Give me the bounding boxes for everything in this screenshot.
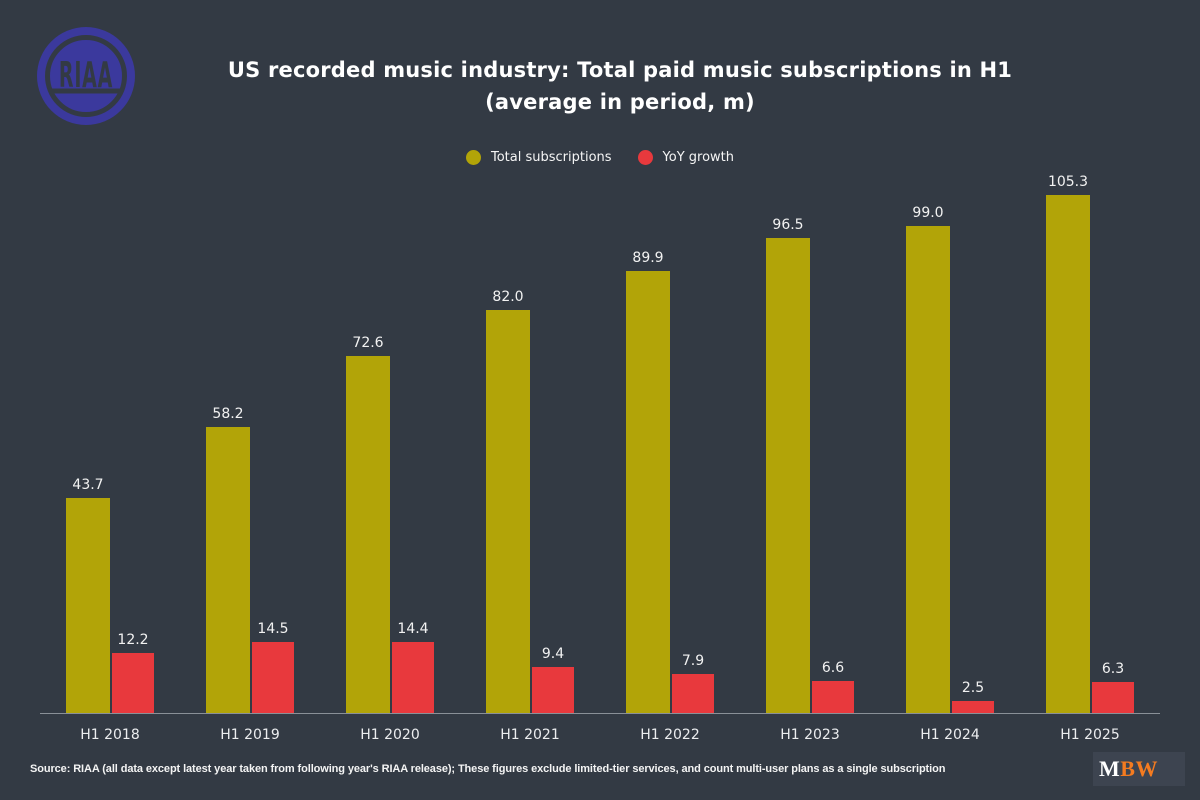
bar-group: 96.5 6.6 H1 2023 (740, 172, 880, 743)
bar-group: 43.7 12.2 H1 2018 (40, 172, 180, 743)
yoy-growth-bar: 7.9 (672, 653, 714, 713)
bar-group: 58.2 14.5 H1 2019 (180, 172, 320, 743)
legend-item-yoy-growth: YoY growth (637, 150, 735, 165)
bar-value-label: 2.5 (961, 679, 985, 696)
total-subscriptions-bar: 105.3 (1046, 174, 1090, 713)
bar-value-label: 7.9 (681, 653, 705, 670)
mbw-logo: M BW (1093, 752, 1185, 786)
yoy-growth-bar: 12.2 (112, 632, 154, 713)
legend-item-total-subscriptions: Total subscriptions (465, 150, 612, 165)
legend-label: YoY growth (662, 150, 735, 165)
plot-area: 43.7 12.2 H1 2018 58.2 14.5 H1 2019 72.6 14.4 H1… (40, 172, 1160, 743)
bar-value-label: 6.6 (821, 659, 845, 676)
total-subscriptions-bar: 82.0 (486, 289, 530, 713)
bar-value-label: 99.0 (912, 205, 944, 222)
bar-group: 82.0 9.4 H1 2021 (460, 172, 600, 743)
chart-title: US recorded music industry: Total paid m… (60, 54, 1180, 118)
x-axis-label: H1 2024 (920, 727, 980, 743)
yoy-growth-dot-icon (637, 150, 653, 165)
riaa-logo-icon: RIAA (37, 27, 135, 125)
chart-title-line1: US recorded music industry: Total paid m… (227, 58, 1013, 82)
bar-value-label: 43.7 (72, 477, 104, 494)
bar-group: 105.3 6.3 H1 2025 (1020, 172, 1160, 743)
yoy-growth-bar: 14.4 (392, 621, 434, 713)
bar-value-label: 105.3 (1047, 174, 1089, 191)
bar-group: 89.9 7.9 H1 2022 (600, 172, 740, 743)
x-axis-label: H1 2023 (780, 727, 840, 743)
total-subscriptions-bar: 43.7 (66, 477, 110, 713)
x-axis-label: H1 2019 (220, 727, 280, 743)
mbw-logo-bw: BW (1120, 756, 1158, 781)
x-axis-line (40, 713, 1160, 714)
yoy-growth-bar: 14.5 (252, 621, 294, 713)
bar-value-label: 12.2 (117, 632, 149, 648)
bar-value-label: 72.6 (352, 334, 384, 351)
yoy-growth-bar: 6.6 (812, 660, 854, 713)
bar-value-label: 89.9 (632, 249, 664, 266)
bar-value-label: 82.0 (492, 288, 524, 305)
bar-value-label: 96.5 (772, 217, 804, 234)
total-subscriptions-bar: 96.5 (766, 217, 810, 713)
total-subscriptions-bar: 89.9 (626, 250, 670, 713)
x-axis-label: H1 2021 (500, 727, 560, 743)
chart-title-line2: (average in period, m) (485, 90, 755, 114)
x-axis-label: H1 2025 (1060, 727, 1120, 743)
bar-value-label: 6.3 (1101, 661, 1125, 678)
riaa-logo: RIAA (36, 26, 136, 126)
total-subscriptions-bar: 58.2 (206, 406, 250, 713)
total-subscriptions-bar: 72.6 (346, 335, 390, 713)
yoy-growth-bar: 9.4 (532, 646, 574, 713)
x-axis-label: H1 2020 (360, 727, 420, 743)
x-axis-label: H1 2022 (640, 727, 700, 743)
yoy-growth-bar: 6.3 (1092, 661, 1134, 713)
bar-value-label: 14.5 (257, 620, 289, 637)
yoy-growth-bar: 2.5 (952, 680, 994, 713)
source-note: Source: RIAA (all data except latest yea… (30, 763, 946, 775)
total-subscriptions-bar: 99.0 (906, 205, 950, 713)
legend-label: Total subscriptions (490, 150, 612, 165)
legend: Total subscriptions YoY growth (0, 150, 1200, 165)
bar-group: 72.6 14.4 H1 2020 (320, 172, 460, 743)
bar-group: 99.0 2.5 H1 2024 (880, 172, 1020, 743)
mbw-logo-m: M (1099, 756, 1121, 781)
x-axis-label: H1 2018 (80, 727, 140, 743)
bar-value-label: 9.4 (541, 645, 565, 662)
total-subscriptions-dot-icon (465, 150, 481, 165)
bar-value-label: 14.4 (397, 621, 429, 638)
bar-value-label: 58.2 (212, 405, 244, 422)
